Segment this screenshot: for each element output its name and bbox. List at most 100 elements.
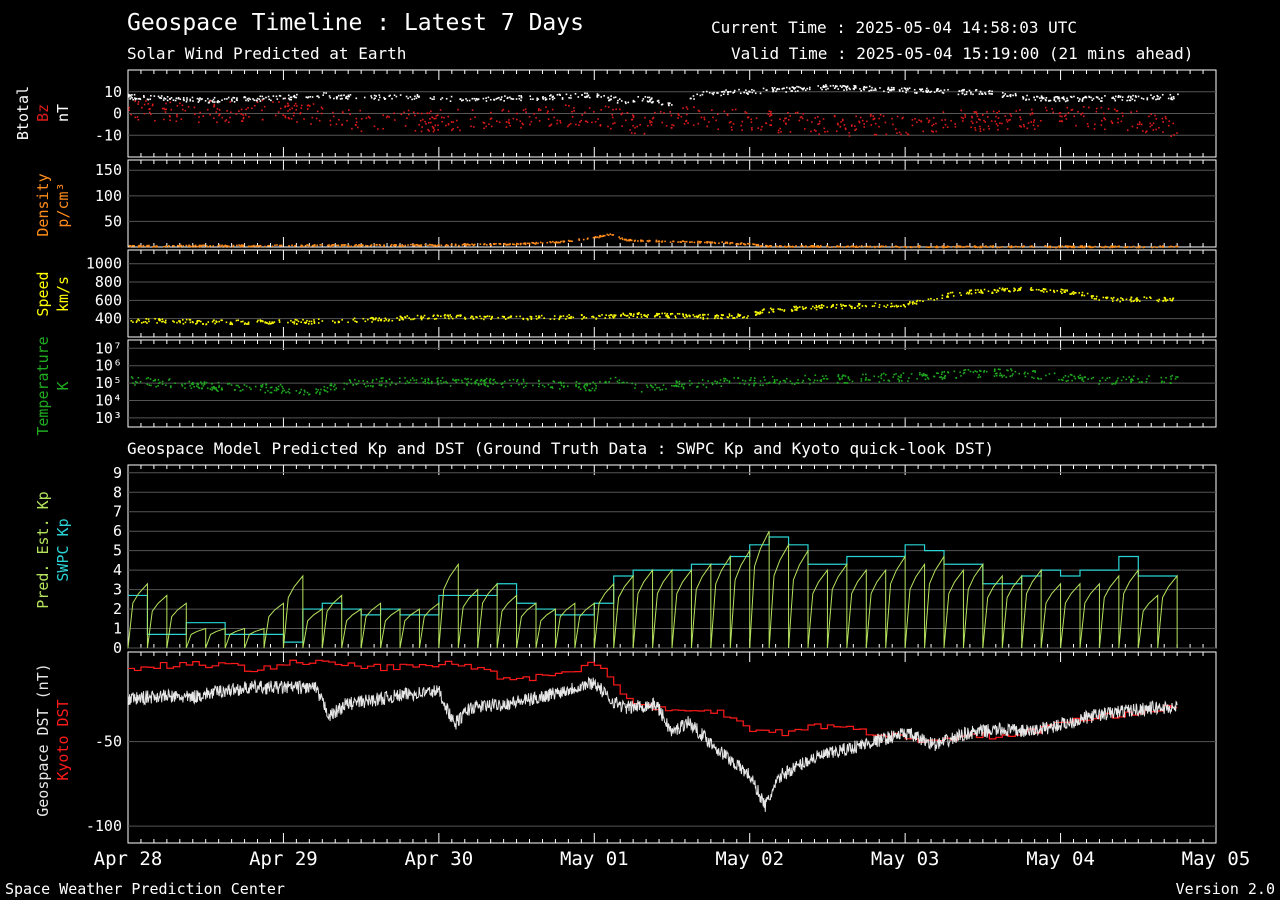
data-point xyxy=(858,121,861,124)
data-point xyxy=(790,246,792,248)
data-point xyxy=(858,307,861,309)
series-swpc-kp xyxy=(128,536,1178,643)
data-point xyxy=(147,103,150,105)
data-point xyxy=(379,244,382,247)
data-point xyxy=(199,111,201,114)
data-point xyxy=(837,88,840,90)
data-point xyxy=(841,307,844,310)
data-point xyxy=(999,246,1001,249)
data-point xyxy=(842,85,844,87)
data-point xyxy=(245,385,248,388)
data-point xyxy=(1011,374,1013,377)
data-point xyxy=(863,85,866,88)
y-tick-label: -100 xyxy=(86,817,122,835)
data-point xyxy=(984,121,987,123)
data-point xyxy=(981,93,984,95)
data-point xyxy=(705,386,708,389)
geospace-dst-line xyxy=(127,676,1178,812)
data-point xyxy=(1176,132,1178,134)
data-point xyxy=(843,124,846,126)
data-point xyxy=(1022,97,1025,100)
data-point xyxy=(630,313,633,315)
data-point xyxy=(163,118,165,121)
y-axis-label: Kyoto DST xyxy=(54,699,72,780)
data-point xyxy=(822,84,825,87)
data-point xyxy=(1094,245,1096,248)
data-point xyxy=(858,120,860,123)
data-point xyxy=(440,116,443,119)
data-point xyxy=(938,90,940,93)
data-point xyxy=(535,315,537,318)
data-point xyxy=(1063,290,1066,293)
data-point xyxy=(479,380,482,382)
data-point xyxy=(258,245,260,247)
data-point xyxy=(586,121,589,124)
data-point xyxy=(868,85,871,88)
data-point xyxy=(1033,119,1036,121)
data-point xyxy=(1112,296,1115,299)
data-point xyxy=(304,322,307,325)
data-point xyxy=(756,244,758,246)
data-point xyxy=(494,381,497,383)
data-point xyxy=(773,379,776,381)
data-point xyxy=(261,109,263,112)
data-point xyxy=(675,380,678,382)
y-axis-label: Btotal xyxy=(14,86,32,140)
data-point xyxy=(974,370,977,372)
data-point xyxy=(198,98,200,100)
data-point xyxy=(882,245,885,248)
data-point xyxy=(329,388,332,391)
data-point xyxy=(870,89,872,92)
data-point xyxy=(886,304,889,306)
data-point xyxy=(970,289,973,292)
data-point xyxy=(296,121,298,123)
data-point xyxy=(963,93,966,96)
data-point xyxy=(436,314,439,317)
data-point xyxy=(566,385,569,388)
data-point xyxy=(1153,95,1155,98)
data-point xyxy=(601,235,603,238)
data-point xyxy=(1004,289,1006,292)
data-point xyxy=(152,246,154,248)
data-point xyxy=(761,125,763,128)
y-tick-label: 9 xyxy=(113,464,122,482)
data-point xyxy=(489,378,492,380)
data-point xyxy=(832,246,835,248)
footer-organization: Space Weather Prediction Center xyxy=(5,880,285,898)
data-point xyxy=(675,385,678,388)
data-point xyxy=(282,97,285,100)
data-point xyxy=(398,319,401,322)
data-point xyxy=(1081,291,1084,294)
data-point xyxy=(559,241,561,244)
x-tick-label: May 01 xyxy=(560,848,629,870)
data-point xyxy=(778,382,781,385)
data-point xyxy=(738,88,740,91)
data-point xyxy=(437,383,440,386)
data-point xyxy=(1001,288,1003,291)
data-point xyxy=(633,313,635,316)
data-point xyxy=(508,243,510,246)
data-point xyxy=(887,87,890,90)
data-point xyxy=(554,242,557,244)
data-point xyxy=(1142,98,1145,100)
data-point xyxy=(853,245,856,248)
data-point xyxy=(803,128,806,130)
data-point xyxy=(556,93,559,96)
data-point xyxy=(929,91,931,93)
data-point xyxy=(1095,298,1097,300)
data-point xyxy=(785,246,787,248)
data-point xyxy=(591,121,593,124)
data-point xyxy=(475,316,477,318)
data-point xyxy=(1015,245,1018,248)
data-point xyxy=(300,104,303,107)
data-point xyxy=(839,245,841,248)
data-point xyxy=(753,382,756,385)
data-point xyxy=(805,306,807,309)
x-tick-label: May 04 xyxy=(1026,848,1095,870)
data-point xyxy=(1006,287,1009,290)
data-point xyxy=(922,300,924,303)
data-point xyxy=(1054,96,1057,98)
data-point xyxy=(1062,97,1065,100)
data-point xyxy=(862,373,864,376)
data-point xyxy=(865,378,867,381)
